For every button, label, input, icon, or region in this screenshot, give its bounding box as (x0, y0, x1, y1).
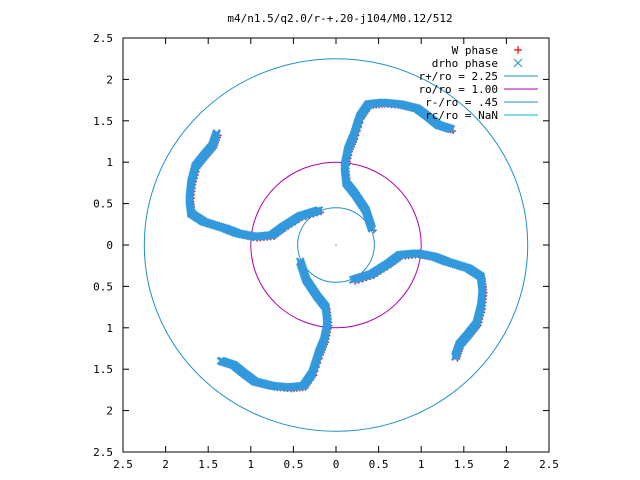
arm-2 (185, 128, 324, 242)
arm-1 (340, 98, 457, 234)
legend-label: W phase (452, 44, 498, 57)
x-tick-label: 2 (503, 458, 510, 471)
x-tick-label: 1.5 (198, 458, 218, 471)
legend-label: rc/ro = NaN (425, 109, 498, 122)
x-tick-label: 2 (162, 458, 169, 471)
y-tick-label: 2.5 (93, 446, 113, 459)
x-tick-label: 1 (418, 458, 425, 471)
x-tick-label: 2.5 (539, 458, 559, 471)
arm-4 (348, 249, 488, 362)
y-tick-label: 1 (106, 322, 113, 335)
y-tick-label: 1 (106, 156, 113, 169)
x-tick-label: 1.5 (454, 458, 474, 471)
axis-ticks: 2.5 2 1.5 1 0.5 0 0.5 1 1.5 2 2.52.521.510.500.511… (93, 32, 559, 471)
chart-title: m4/n1.5/q2.0/r-+.20-j104/M0.12/512 (227, 12, 452, 25)
y-tick-label: 1.5 (93, 363, 113, 376)
circle-rro (297, 207, 375, 283)
legend-label: r+/ro = 2.25 (419, 70, 498, 83)
y-tick-label: 2 (106, 73, 113, 86)
y-tick-label: 2 (106, 405, 113, 418)
drho-phase-point (446, 124, 456, 134)
phase-arms (185, 98, 488, 393)
circle-roro (250, 161, 422, 329)
center-dot (335, 244, 337, 246)
drho-phase-point (212, 128, 221, 138)
y-tick-label: 0.5 (93, 280, 113, 293)
circle-rro (143, 58, 529, 432)
y-tick-label: 2.5 (93, 32, 113, 45)
legend-marker (514, 46, 522, 54)
drho-phase-point (451, 352, 460, 362)
legend-label: r-/ro = .45 (425, 96, 498, 109)
legend-label: ro/ro = 1.00 (419, 83, 498, 96)
y-tick-label: 0 (106, 239, 113, 252)
x-tick-label: 0.5 (369, 458, 389, 471)
x-tick-label: 2.5 (113, 458, 133, 471)
radius-circles (143, 58, 529, 432)
x-tick-label: 0 (333, 458, 340, 471)
arm-3 (216, 257, 333, 393)
legend-marker (513, 58, 523, 68)
y-tick-label: 1.5 (93, 115, 113, 128)
x-tick-label: 1 (247, 458, 254, 471)
x-tick-label: 0.5 (283, 458, 303, 471)
y-tick-label: 0.5 (93, 198, 113, 211)
drho-phase-point (216, 356, 226, 366)
legend-label: drho phase (432, 57, 498, 70)
